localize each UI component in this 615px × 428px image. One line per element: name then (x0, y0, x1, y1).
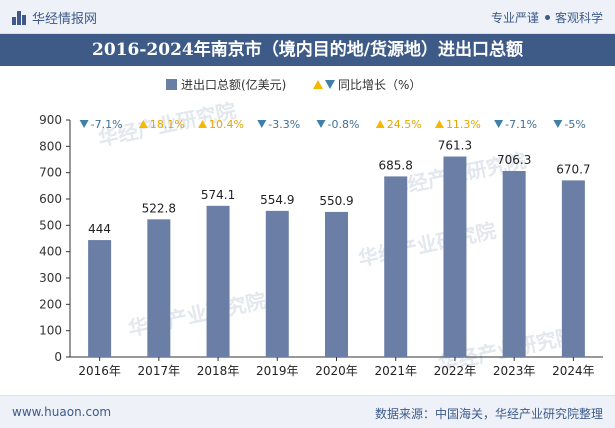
y-tick-label: 600 (39, 192, 62, 206)
growth-label: 11.3% (446, 118, 481, 131)
bar (384, 176, 408, 357)
growth-up-triangle-icon (434, 120, 444, 128)
bar-value-label: 706.3 (497, 153, 531, 167)
growth-label: 10.4% (209, 118, 244, 131)
bar-series: 444 2016年 522.8 2017年 574.1 2018年 554.9 2019年 55… (78, 139, 594, 378)
growth-up-triangle-icon (198, 120, 208, 128)
growth-up-triangle-icon (375, 120, 385, 128)
y-tick-label: 900 (39, 113, 62, 127)
x-tick-label: 2020年 (315, 364, 358, 378)
website-link[interactable]: www.huaon.com (12, 405, 112, 419)
bar-value-label: 554.9 (260, 193, 294, 207)
bar (265, 210, 289, 357)
bar-chart: 华经产业研究院华经产业研究院华经产业研究院华经产业研究院华经产业研究院 进出口总… (39, 77, 603, 378)
x-tick-label: 2016年 (78, 364, 121, 378)
data-source: 数据来源：中国海关，华经产业研究院整理 (374, 407, 603, 421)
y-tick-label: 500 (39, 218, 62, 232)
growth-label: 24.5% (387, 118, 422, 131)
growth-label: -7.1% (505, 118, 537, 131)
brand-logo[interactable]: 华经情报网 (12, 8, 97, 27)
bar-value-label: 444 (88, 222, 111, 236)
x-tick-label: 2022年 (434, 364, 477, 378)
top-bar: 华经情报网 专业严谨 客观科学 (0, 0, 615, 34)
brand-name: 华经情报网 (32, 12, 98, 27)
growth-label: -7.1% (91, 118, 123, 131)
legend-growth-label: 同比增长（%） (338, 78, 421, 92)
slogan: 专业严谨 客观科学 (491, 9, 603, 26)
watermark-text: 华经产业研究院 (356, 218, 498, 271)
bar-value-label: 574.1 (201, 188, 235, 202)
bar (206, 205, 230, 357)
growth-down-triangle-icon (494, 120, 504, 128)
bar (443, 156, 467, 357)
growth-down-triangle-icon (316, 120, 326, 128)
y-tick-label: 300 (39, 271, 62, 285)
x-tick-label: 2024年 (552, 364, 595, 378)
footer-bar: www.huaon.com 数据来源：中国海关，华经产业研究院整理 (0, 395, 615, 428)
y-tick-label: 800 (39, 139, 62, 153)
y-tick-label: 700 (39, 166, 62, 180)
chart-title: 2016-2024年南京市（境内目的地/货源地）进出口总额 (0, 34, 615, 66)
legend-bar-swatch (166, 79, 177, 90)
bar-value-label: 550.9 (319, 194, 353, 208)
chart-legend: 进出口总额(亿美元) 同比增长（%） (166, 77, 421, 92)
bar (502, 171, 526, 357)
growth-label: 18.1% (150, 118, 185, 131)
legend-down-triangle-icon (325, 80, 335, 89)
x-tick-label: 2021年 (374, 364, 417, 378)
y-tick-label: 100 (39, 324, 62, 338)
growth-up-triangle-icon (138, 120, 148, 128)
x-tick-label: 2018年 (197, 364, 240, 378)
x-tick-label: 2019年 (256, 364, 299, 378)
growth-label: -5% (564, 118, 585, 131)
growth-down-triangle-icon (79, 120, 89, 128)
x-tick-label: 2017年 (138, 364, 181, 378)
growth-label: -3.3% (268, 118, 300, 131)
bar (561, 180, 585, 357)
bar (88, 240, 112, 357)
bar-value-label: 522.8 (142, 201, 176, 215)
slogan-right: 客观科学 (554, 11, 603, 25)
slogan-left: 专业严谨 (490, 11, 539, 25)
dot-separator-icon (544, 15, 550, 20)
bar-chart-icon (12, 10, 26, 25)
bar (147, 219, 171, 357)
legend-up-triangle-icon (313, 80, 323, 89)
y-tick-label: 0 (54, 350, 62, 364)
bar-value-label: 670.7 (556, 162, 590, 176)
legend-bar-label: 进出口总额(亿美元) (181, 77, 286, 92)
x-tick-label: 2023年 (493, 364, 536, 378)
bar-value-label: 685.8 (379, 158, 413, 172)
bar (325, 211, 348, 357)
growth-down-triangle-icon (257, 120, 267, 128)
growth-row: -7.1% 18.1% 10.4% -3.3% -0.8% 24.5% 11.3% -7.1%… (79, 118, 586, 131)
growth-label: -0.8% (328, 118, 360, 131)
y-tick-label: 200 (39, 297, 62, 311)
bar-value-label: 761.3 (438, 139, 472, 153)
growth-down-triangle-icon (553, 120, 563, 128)
y-tick-label: 400 (39, 245, 62, 259)
